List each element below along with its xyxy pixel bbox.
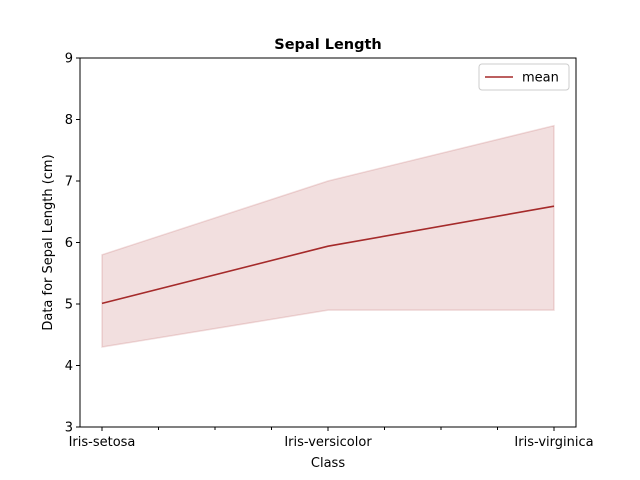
legend-box <box>478 63 570 91</box>
chart-title: Sepal Length <box>274 37 382 53</box>
line-layer <box>101 205 555 305</box>
y-axis: 3 4 5 6 7 8 9 <box>65 52 80 436</box>
series-line-mean <box>101 205 555 305</box>
y-tick-label: 8 <box>65 113 73 128</box>
y-tick-label: 9 <box>65 52 73 67</box>
legend: mean <box>478 63 570 91</box>
x-axis-label: Class <box>311 456 345 471</box>
band-layer <box>101 124 555 348</box>
x-axis: Iris-setosa Iris-versicolor Iris-virginica <box>69 427 594 450</box>
y-axis-label: Data for Sepal Length (cm) <box>41 154 56 330</box>
range-band <box>101 124 555 348</box>
y-tick-label: 3 <box>65 421 73 436</box>
y-tick-label: 7 <box>65 175 73 190</box>
x-tick-label: Iris-versicolor <box>284 435 372 450</box>
legend-label: mean <box>522 71 559 86</box>
y-tick-label: 5 <box>65 298 73 313</box>
x-tick-label: Iris-setosa <box>69 435 136 450</box>
x-tick-label: Iris-virginica <box>514 435 593 450</box>
y-tick-label: 4 <box>65 359 73 374</box>
y-tick-label: 6 <box>65 236 73 251</box>
